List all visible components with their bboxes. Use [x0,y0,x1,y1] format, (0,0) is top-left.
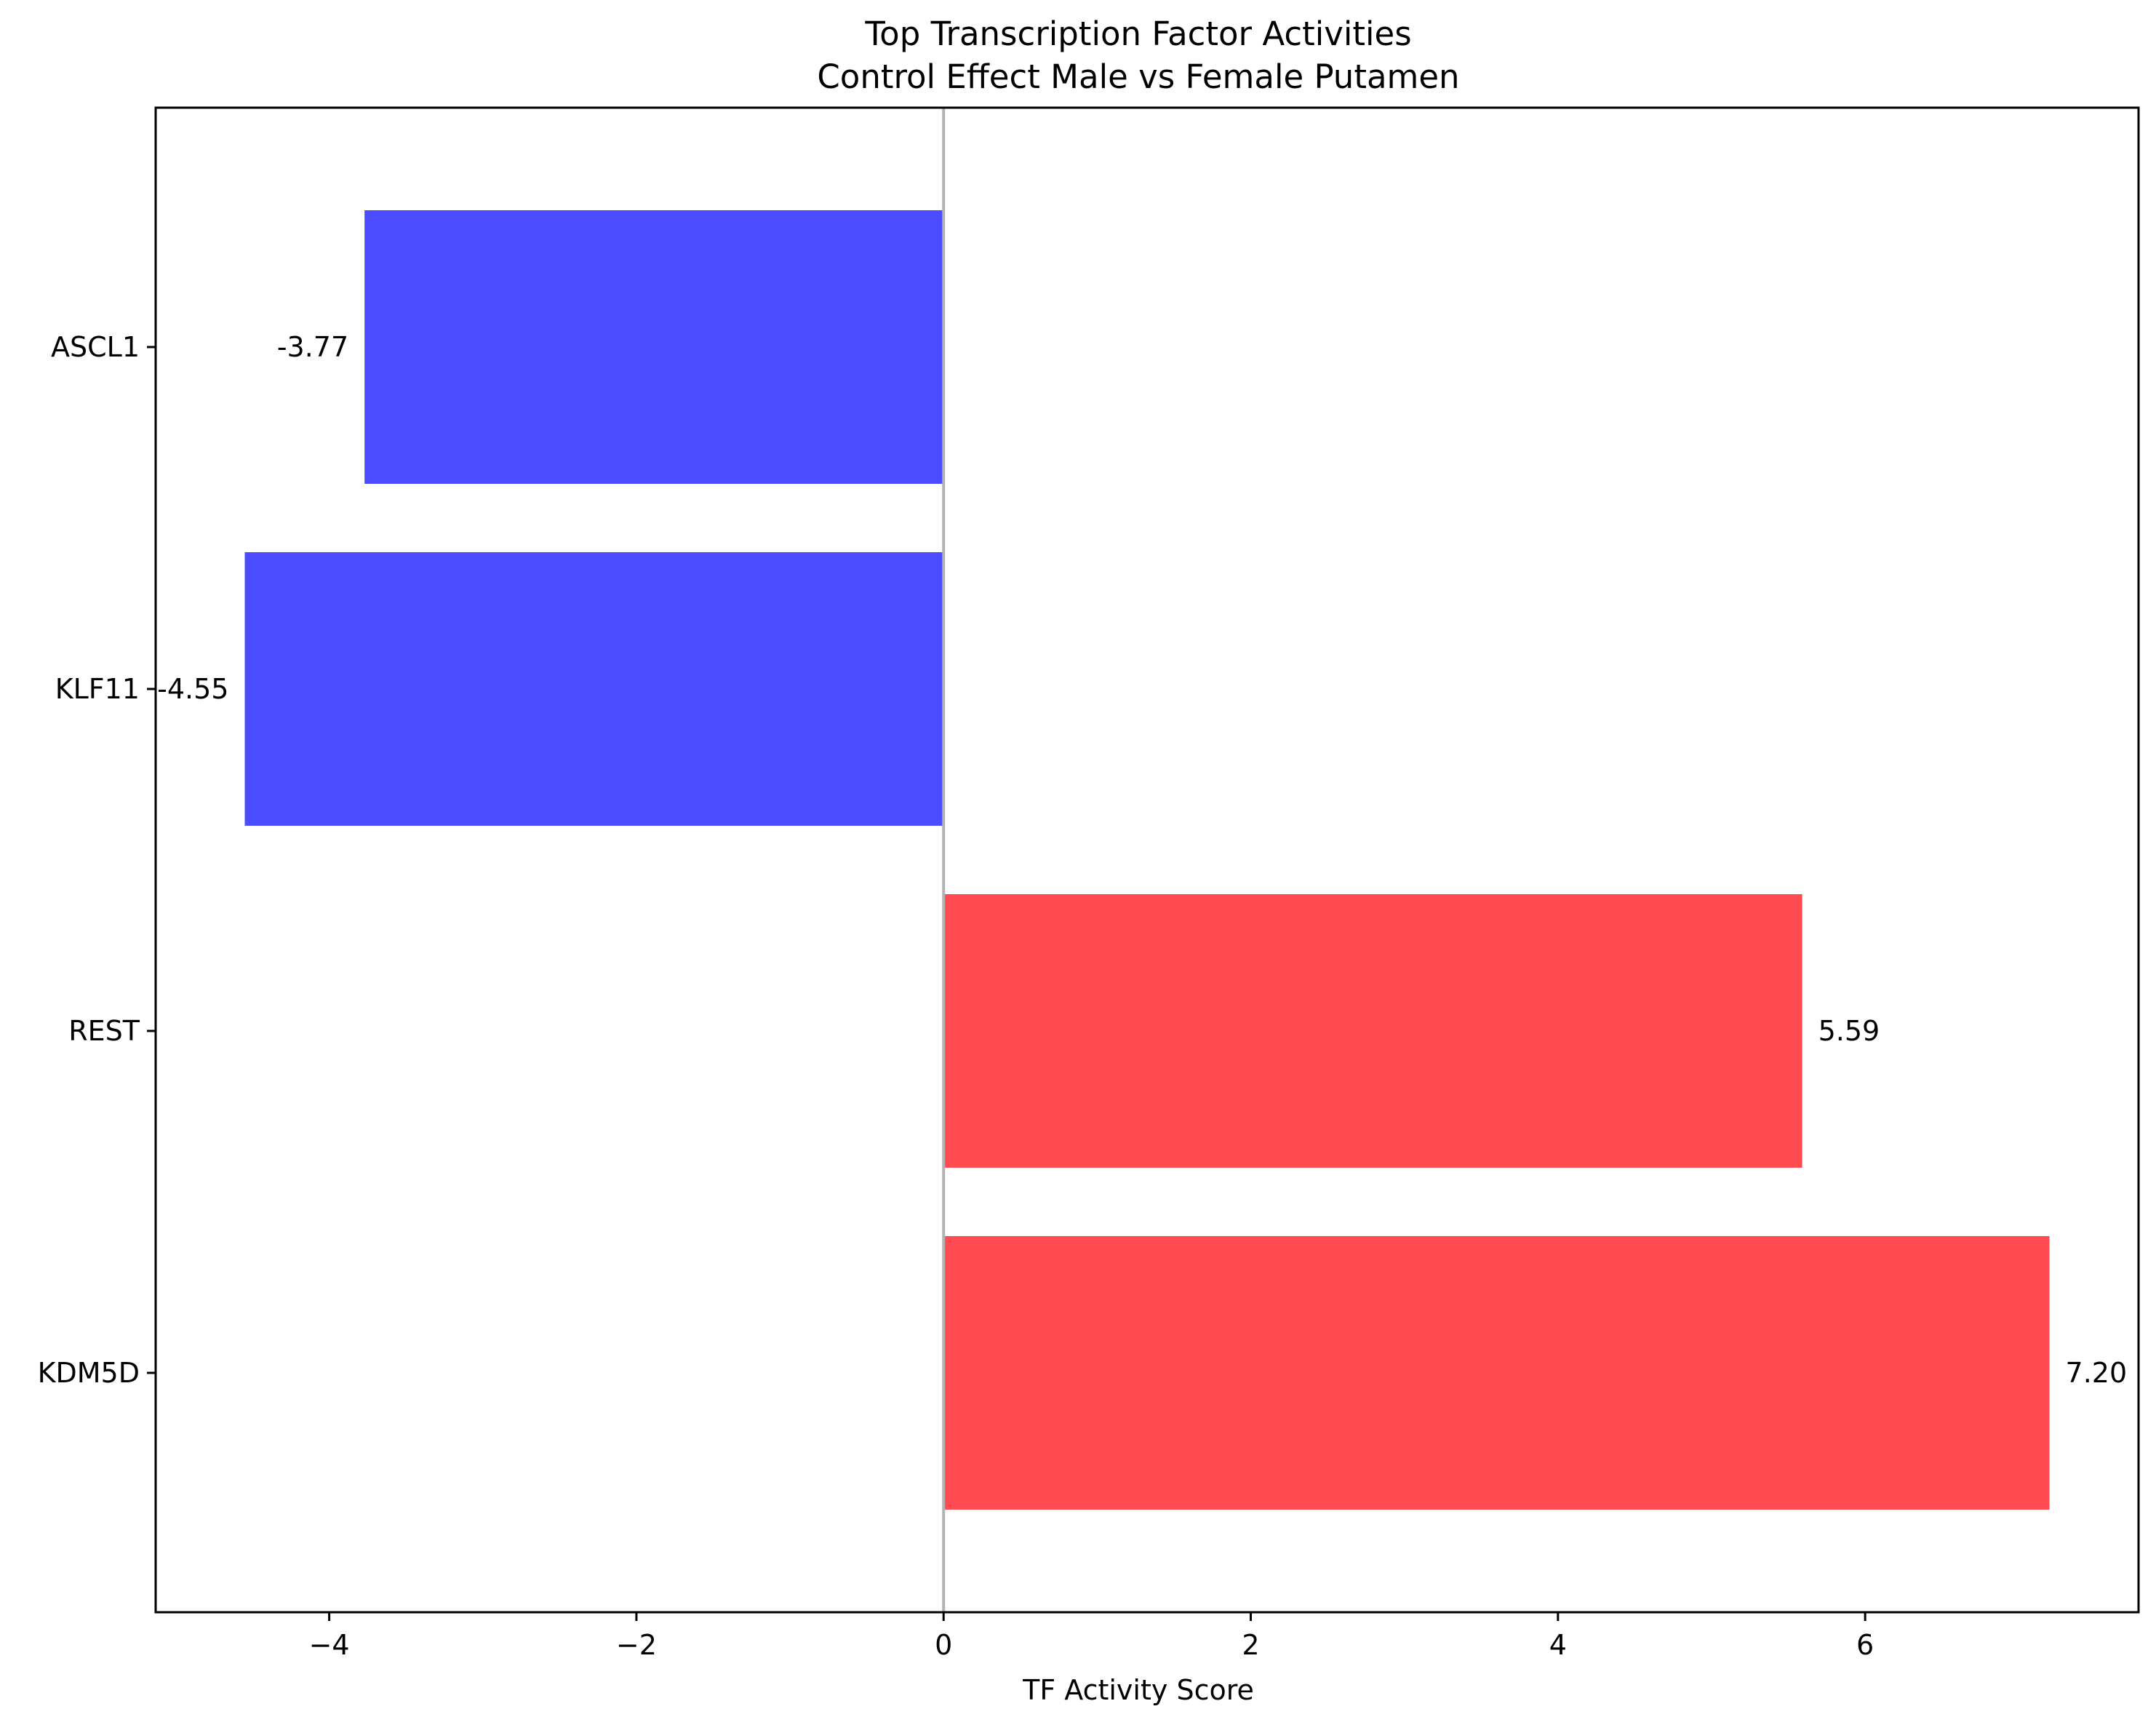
plot-area: -3.77 -4.55 5.59 7.20 ASCL1 KLF11 REST KDM5D −4 −… [38,106,2140,1661]
bar-klf11 [244,552,944,826]
x-tick-label: −2 [616,1629,657,1661]
chart-subtitle: Control Effect Male vs Female Putamen [817,57,1459,96]
x-tick-label: 0 [935,1629,952,1661]
bar-rest [943,894,1802,1168]
y-tick-label-klf11: KLF11 [55,673,140,705]
y-tick-label-kdm5d: KDM5D [38,1357,140,1389]
y-tick-label-ascl1: ASCL1 [51,331,140,363]
bar-ascl1 [364,210,944,484]
bar-kdm5d [943,1236,2050,1510]
x-tick-label: 6 [1856,1629,1874,1661]
x-tick-label: 2 [1242,1629,1259,1661]
x-tick-label: −4 [309,1629,350,1661]
value-label-kdm5d: 7.20 [2066,1357,2128,1389]
y-tick-label-rest: REST [68,1015,140,1047]
value-label-ascl1: -3.77 [277,331,348,363]
value-label-rest: 5.59 [1818,1015,1880,1047]
value-label-klf11: -4.55 [157,673,228,705]
x-axis-label: TF Activity Score [1022,1674,1254,1706]
chart-title: Top Transcription Factor Activities [864,15,1411,53]
axes-frame [154,106,2140,1614]
x-tick-label: 4 [1549,1629,1567,1661]
